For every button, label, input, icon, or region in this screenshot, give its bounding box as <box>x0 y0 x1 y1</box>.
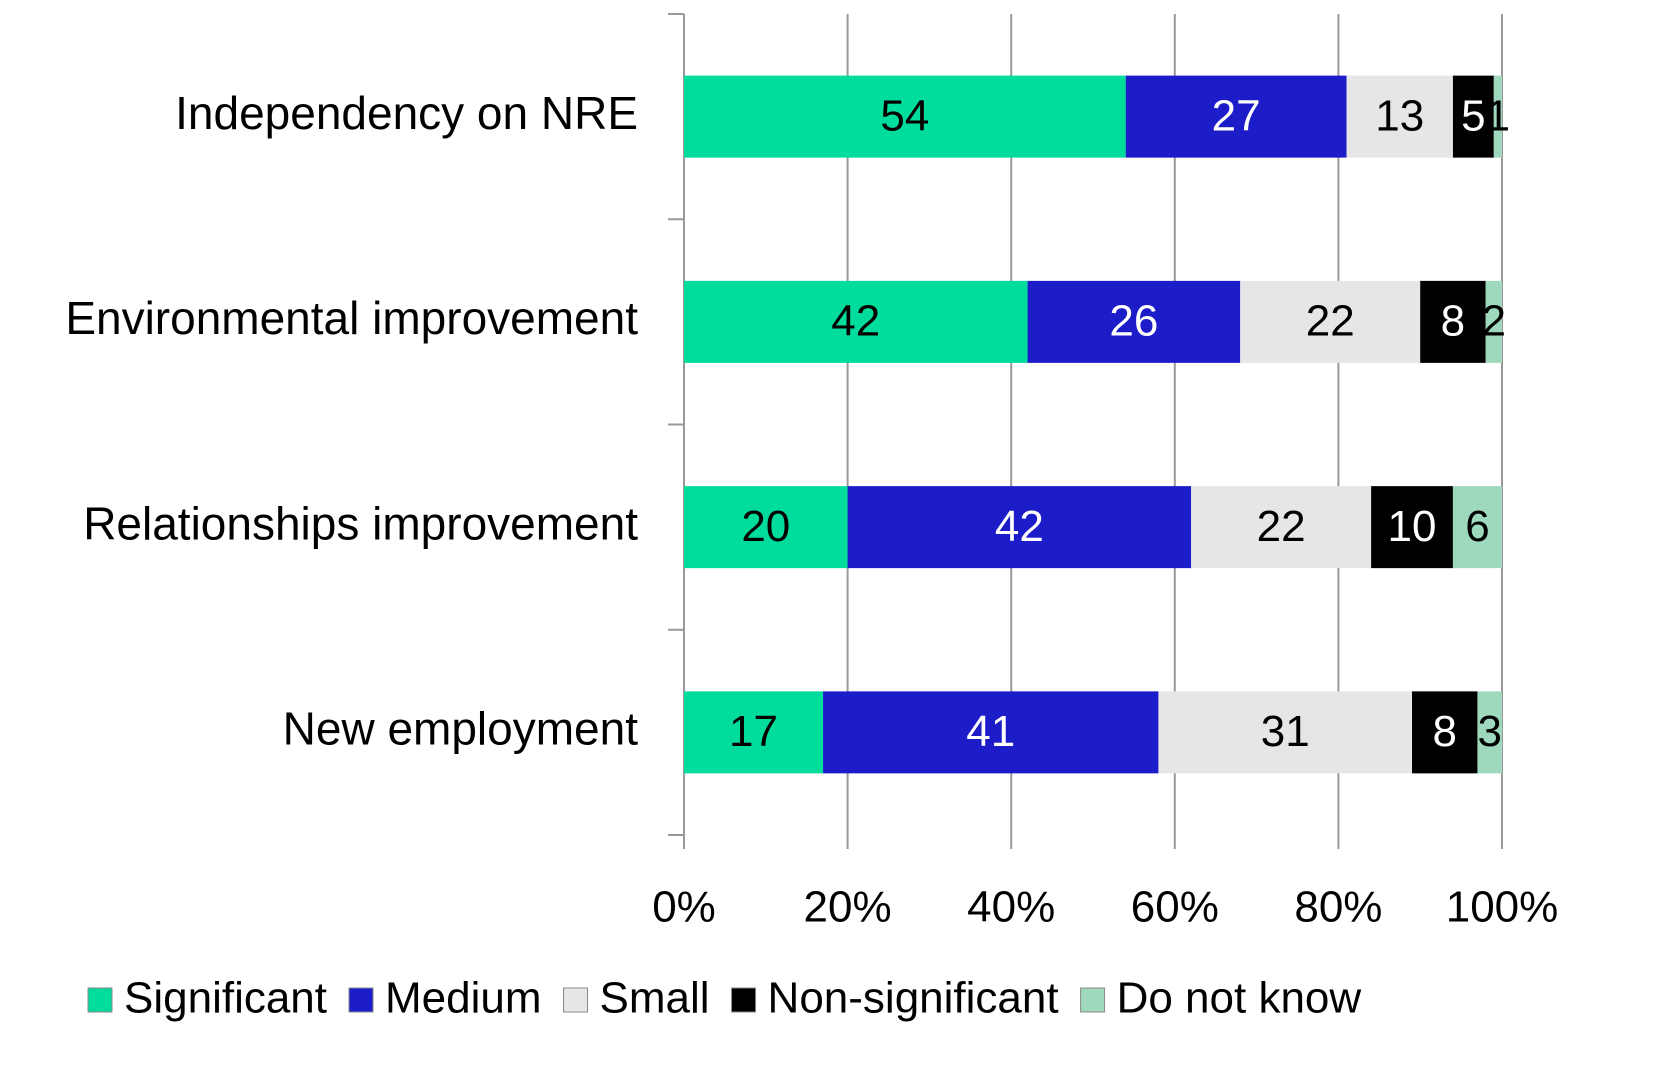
bar-segment <box>1240 280 1421 363</box>
bar-segment <box>684 691 824 774</box>
data-label: 5 <box>1461 91 1485 140</box>
legend-label: Significant <box>124 974 327 1023</box>
bar-segment <box>684 75 1126 158</box>
x-tick-label: 100% <box>1446 883 1559 932</box>
category-label: Independency on NRE <box>175 87 638 139</box>
bar-segment <box>684 280 1028 363</box>
x-tick-label: 20% <box>804 883 892 932</box>
bar-segment <box>1158 691 1413 774</box>
legend-swatch <box>348 987 374 1013</box>
bar-segment <box>1493 75 1502 158</box>
bar-segment <box>1027 280 1241 363</box>
bar-segment <box>1452 486 1502 569</box>
bar-segment <box>847 486 1192 569</box>
bar-segment <box>1420 280 1486 363</box>
legend-label: Small <box>600 974 710 1023</box>
legend-swatch <box>563 987 589 1013</box>
bar-segment <box>1452 75 1494 158</box>
data-label: 6 <box>1465 502 1489 551</box>
category-label: Relationships improvement <box>83 497 638 549</box>
x-tick-label: 80% <box>1294 883 1382 932</box>
data-label: 54 <box>880 91 929 140</box>
data-label: 20 <box>741 502 790 551</box>
data-label: 1 <box>1486 91 1510 140</box>
data-label: 42 <box>995 502 1044 551</box>
bar-segment <box>823 691 1159 774</box>
data-label: 8 <box>1432 707 1456 756</box>
bar-segment <box>1485 280 1502 363</box>
data-label: 2 <box>1482 297 1506 346</box>
category-label: New employment <box>283 703 639 755</box>
data-label: 41 <box>966 707 1015 756</box>
legend-label: Do not know <box>1117 974 1362 1023</box>
data-label: 26 <box>1109 297 1158 346</box>
category-label: Environmental improvement <box>65 292 638 344</box>
data-label: 22 <box>1257 502 1306 551</box>
bar-segment <box>1125 75 1347 158</box>
data-label: 10 <box>1388 502 1437 551</box>
legend-swatch <box>87 987 113 1013</box>
legend-swatch <box>1080 987 1106 1013</box>
x-tick-label: 0% <box>652 883 716 932</box>
data-label: 22 <box>1306 297 1355 346</box>
x-tick-label: 40% <box>967 883 1055 932</box>
data-label: 31 <box>1261 707 1310 756</box>
bar-segment <box>1477 691 1502 774</box>
legend-label: Medium <box>385 974 542 1023</box>
bar-segment <box>1412 691 1478 774</box>
bar-segment <box>1346 75 1453 158</box>
data-label: 8 <box>1441 297 1465 346</box>
data-label: 42 <box>831 297 880 346</box>
bar-segment <box>1191 486 1372 569</box>
x-tick-label: 60% <box>1131 883 1219 932</box>
data-label: 27 <box>1212 91 1261 140</box>
legend-label: Non-significant <box>768 974 1059 1023</box>
bar-segment <box>684 486 848 569</box>
data-label: 3 <box>1477 707 1501 756</box>
data-label: 13 <box>1375 91 1424 140</box>
bar-segment <box>1371 486 1453 569</box>
data-label: 17 <box>729 707 778 756</box>
legend-swatch <box>731 987 757 1013</box>
